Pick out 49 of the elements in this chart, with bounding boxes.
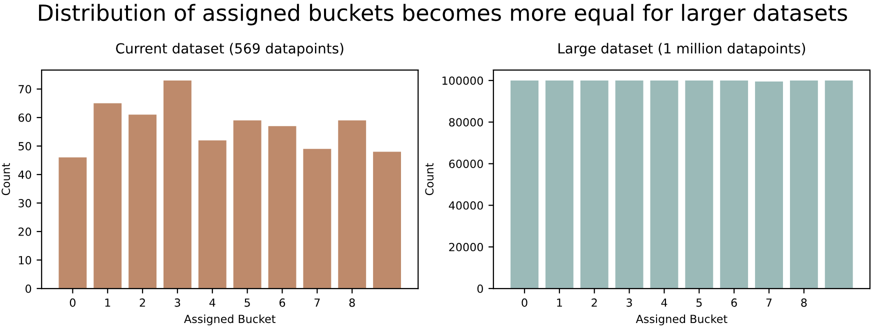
- x-axis-title: Assigned Bucket: [636, 314, 728, 326]
- y-tick-label: 30: [18, 199, 32, 208]
- x-tick-label: 1: [557, 298, 562, 307]
- y-tick-label: 40000: [448, 201, 483, 210]
- bar: [58, 157, 87, 289]
- x-tick-label: 8: [349, 298, 355, 307]
- bar: [128, 114, 157, 289]
- y-tick-label: 70: [18, 85, 32, 94]
- y-tick-label: 100000: [442, 76, 483, 85]
- x-axis-title: Assigned Bucket: [184, 314, 276, 326]
- x-tick-label: 2: [140, 298, 145, 307]
- bar: [268, 126, 296, 289]
- chart-title: Large dataset (1 million datapoints): [558, 42, 806, 56]
- x-tick-label: 3: [626, 298, 632, 307]
- y-tick-label: 20: [18, 227, 32, 236]
- bar: [373, 152, 402, 289]
- chart-title: Current dataset (569 datapoints): [116, 42, 344, 56]
- y-tick-label: 10: [18, 256, 32, 264]
- y-tick-label: 0: [477, 284, 483, 293]
- y-tick-label: 60: [18, 114, 32, 122]
- x-tick-label: 5: [244, 298, 250, 307]
- x-tick-label: 2: [592, 298, 597, 307]
- x-tick-label: 4: [209, 298, 216, 307]
- x-tick-label: 0: [70, 298, 76, 307]
- bar: [233, 120, 262, 289]
- bar: [338, 120, 366, 289]
- bar: [303, 148, 332, 289]
- y-axis-title: Count: [425, 163, 434, 196]
- x-tick-label: 5: [696, 298, 702, 307]
- y-axis-title: Count: [2, 163, 10, 196]
- x-tick-label: 3: [174, 298, 180, 307]
- y-tick-label: 60000: [449, 160, 483, 168]
- y-tick-label: 80000: [449, 118, 483, 126]
- bar: [198, 140, 226, 289]
- x-tick-label: 7: [766, 298, 772, 307]
- x-tick-label: 1: [105, 298, 110, 307]
- x-tick-label: 6: [731, 298, 737, 307]
- x-tick-label: 8: [801, 298, 807, 307]
- y-tick-label: 0: [26, 284, 32, 293]
- bar: [94, 103, 122, 289]
- x-tick-label: 6: [279, 298, 286, 307]
- y-tick-label: 40: [18, 170, 32, 179]
- x-tick-label: 0: [522, 298, 528, 307]
- y-tick-label: 50: [18, 142, 32, 150]
- x-tick-label: 7: [314, 298, 320, 307]
- text: Distribution of assigned buckets becomes more equal for larger datasets: [39, 4, 848, 26]
- y-tick-label: 20000: [449, 242, 483, 252]
- bar: [163, 80, 192, 289]
- x-tick-label: 4: [661, 298, 668, 307]
